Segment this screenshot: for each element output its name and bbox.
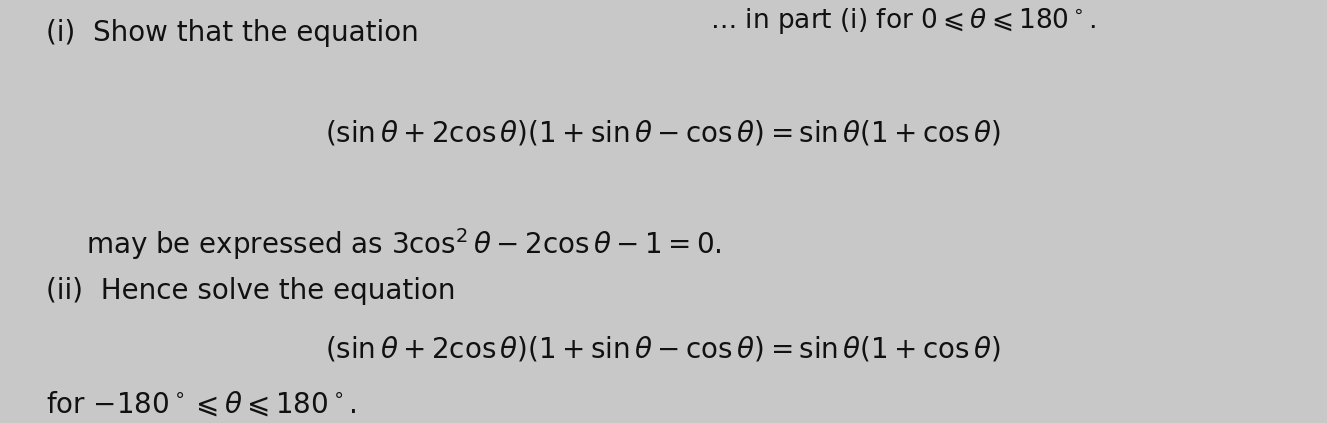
Text: for $-180^\circ \leqslant \theta \leqslant 180^\circ.$: for $-180^\circ \leqslant \theta \leqsla… <box>46 389 357 418</box>
Text: (ii)  Hence solve the equation: (ii) Hence solve the equation <box>46 277 456 305</box>
Text: $(\sin \theta + 2\cos \theta)(1 + \sin \theta - \cos \theta) = \sin \theta(1 + \: $(\sin \theta + 2\cos \theta)(1 + \sin \… <box>325 118 1002 148</box>
Text: (i)  Show that the equation: (i) Show that the equation <box>46 19 419 47</box>
Text: $(\sin \theta + 2\cos \theta)(1 + \sin \theta - \cos \theta) = \sin \theta(1 + \: $(\sin \theta + 2\cos \theta)(1 + \sin \… <box>325 334 1002 363</box>
Text: may be expressed as $3\cos^2\theta - 2\cos \theta - 1 = 0.$: may be expressed as $3\cos^2\theta - 2\c… <box>86 226 722 262</box>
Text: $\ldots$ in part (i) for $0 \leqslant \theta \leqslant 180^\circ$.: $\ldots$ in part (i) for $0 \leqslant \t… <box>710 6 1096 36</box>
